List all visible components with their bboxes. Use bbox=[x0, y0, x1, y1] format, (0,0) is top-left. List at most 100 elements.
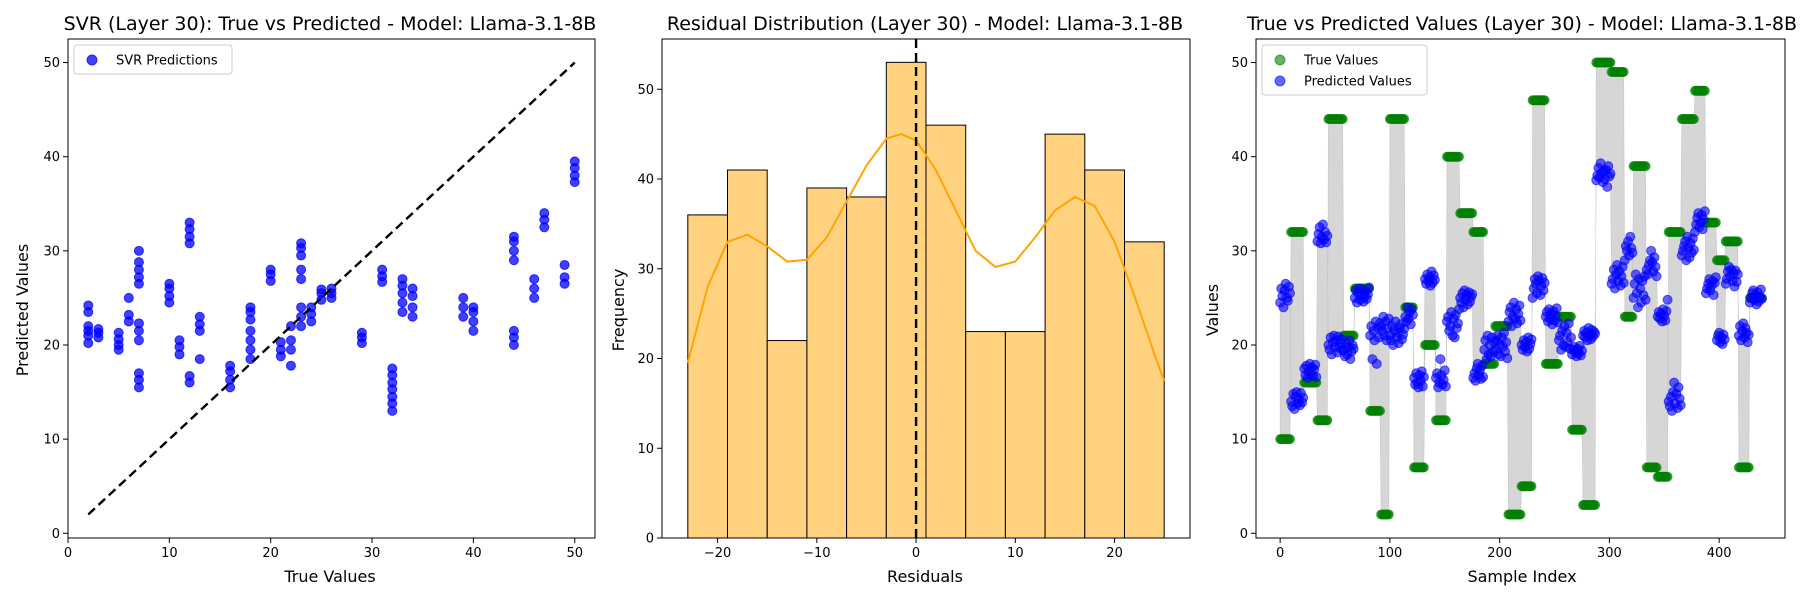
true-value-point bbox=[1662, 471, 1673, 482]
reference-line bbox=[87, 61, 576, 516]
histogram-bar bbox=[925, 124, 967, 539]
true-value-point bbox=[1590, 500, 1601, 511]
true-value-point bbox=[1467, 208, 1478, 219]
y-axis-label: Frequency bbox=[609, 269, 628, 352]
true-value-point bbox=[1651, 462, 1662, 473]
true-value-point bbox=[1478, 227, 1489, 238]
histogram-bar bbox=[846, 196, 887, 539]
predicted-value-point bbox=[1310, 359, 1321, 370]
predicted-value-point bbox=[1551, 303, 1562, 314]
y-tick-label: 30 bbox=[637, 262, 654, 277]
data-point bbox=[529, 283, 540, 294]
chart-title: Residual Distribution (Layer 30) - Model… bbox=[667, 13, 1183, 35]
true-value-point bbox=[1454, 151, 1465, 162]
x-tick-label: −20 bbox=[704, 546, 731, 561]
x-axis-label: Sample Index bbox=[1467, 567, 1576, 586]
x-tick-label: 10 bbox=[161, 546, 178, 561]
x-tick-label: −10 bbox=[803, 546, 830, 561]
histogram-bar bbox=[1123, 241, 1165, 539]
data-point bbox=[468, 325, 479, 336]
x-axis-label: Residuals bbox=[887, 567, 963, 586]
predicted-value-point bbox=[1467, 289, 1478, 300]
data-point bbox=[245, 325, 256, 336]
data-point bbox=[458, 311, 469, 322]
predicted-value-point bbox=[1661, 306, 1672, 317]
predicted-value-point bbox=[1499, 327, 1510, 338]
true-value-point bbox=[1526, 481, 1537, 492]
true-value-point bbox=[1375, 405, 1386, 416]
legend-label: SVR Predictions bbox=[116, 54, 218, 69]
x-tick-label: 400 bbox=[1707, 546, 1732, 561]
predicted-value-point bbox=[1640, 294, 1651, 305]
x-tick-label: 200 bbox=[1487, 546, 1512, 561]
true-value-point bbox=[1688, 114, 1699, 125]
x-tick-label: 0 bbox=[64, 546, 72, 561]
data-point bbox=[174, 335, 185, 346]
true-value-point bbox=[1440, 415, 1451, 426]
predicted-value-point bbox=[1563, 318, 1574, 329]
predicted-value-point bbox=[1756, 293, 1767, 304]
predicted-value-point bbox=[1478, 372, 1489, 383]
y-axis-label: Predicted Values bbox=[13, 244, 32, 376]
predicted-value-point bbox=[1590, 328, 1601, 339]
data-point bbox=[316, 284, 327, 295]
predicted-value-point bbox=[1514, 300, 1525, 311]
data-point bbox=[123, 309, 134, 320]
legend-marker bbox=[1274, 75, 1286, 87]
histogram-bar bbox=[1004, 331, 1046, 539]
y-tick-label: 0 bbox=[646, 532, 654, 547]
true-value-point bbox=[1429, 339, 1440, 350]
data-point bbox=[458, 302, 469, 313]
data-point bbox=[468, 316, 479, 327]
data-point bbox=[559, 272, 570, 283]
data-point bbox=[377, 264, 388, 275]
true-value-point bbox=[1285, 434, 1296, 445]
data-point bbox=[123, 292, 134, 303]
predicted-value-point bbox=[1439, 365, 1450, 376]
data-point bbox=[164, 278, 175, 289]
x-tick-label: 20 bbox=[1106, 546, 1123, 561]
true-value-point bbox=[1576, 424, 1587, 435]
predicted-value-point bbox=[1710, 272, 1721, 283]
data-point bbox=[539, 208, 550, 219]
data-point bbox=[508, 245, 519, 256]
y-tick-label: 50 bbox=[637, 83, 654, 98]
data-point bbox=[529, 292, 540, 303]
x-tick-label: 300 bbox=[1597, 546, 1622, 561]
predicted-value-point bbox=[1449, 332, 1460, 343]
data-point bbox=[529, 274, 540, 285]
predicted-value-point bbox=[1618, 277, 1629, 288]
true-value-point bbox=[1539, 95, 1550, 106]
y-tick-label: 40 bbox=[43, 150, 60, 165]
data-point bbox=[245, 344, 256, 355]
x-tick-label: 20 bbox=[262, 546, 279, 561]
data-point bbox=[296, 238, 307, 249]
y-tick-label: 30 bbox=[1231, 244, 1248, 259]
histogram-bar bbox=[965, 331, 1006, 539]
y-axis-label: Values bbox=[1203, 284, 1222, 336]
data-point bbox=[397, 274, 408, 285]
histogram-bar bbox=[687, 214, 729, 539]
y-tick-label: 50 bbox=[1231, 56, 1248, 71]
data-point bbox=[245, 335, 256, 346]
data-point bbox=[508, 325, 519, 336]
true-value-point bbox=[1618, 66, 1629, 77]
kde-curve bbox=[686, 133, 1166, 382]
predicted-value-point bbox=[1435, 354, 1446, 365]
data-point bbox=[133, 257, 144, 268]
x-tick-label: 0 bbox=[1276, 546, 1284, 561]
y-tick-label: 20 bbox=[1231, 338, 1248, 353]
true-value-point bbox=[1627, 311, 1638, 322]
data-point bbox=[569, 156, 580, 167]
predicted-value-point bbox=[1311, 372, 1322, 383]
predicted-value-point bbox=[1418, 372, 1429, 383]
histogram-bar bbox=[806, 187, 848, 539]
data-point bbox=[559, 259, 570, 270]
legend-label: True Values bbox=[1303, 54, 1378, 69]
chart-title: SVR (Layer 30): True vs Predicted - Mode… bbox=[64, 13, 597, 35]
predicted-value-point bbox=[1405, 319, 1416, 330]
true-value-point bbox=[1418, 462, 1429, 473]
true-value-point bbox=[1337, 114, 1348, 125]
predicted-value-point bbox=[1673, 382, 1684, 393]
data-point bbox=[113, 327, 124, 338]
